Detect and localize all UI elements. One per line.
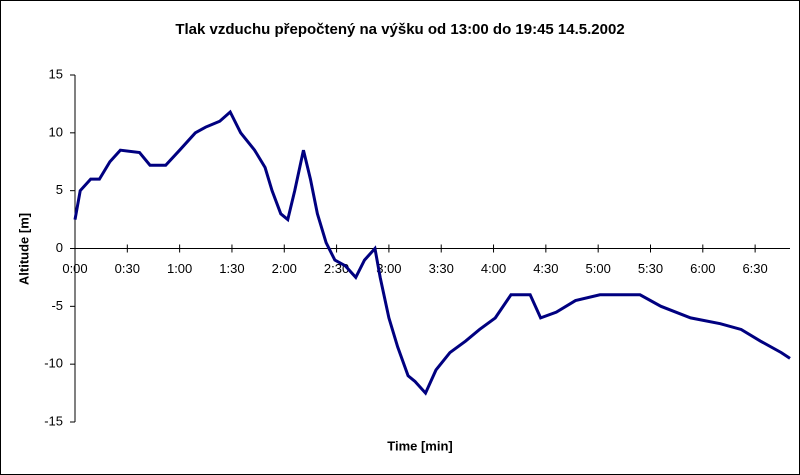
x-tick-label: 6:30 xyxy=(742,261,767,276)
y-tick-label: -5 xyxy=(51,298,63,313)
y-tick-label: 15 xyxy=(49,66,63,81)
x-tick-label: 6:00 xyxy=(690,261,715,276)
y-tick-label: -10 xyxy=(44,356,63,371)
x-tick-label: 0:00 xyxy=(62,261,87,276)
x-tick-label: 2:30 xyxy=(324,261,349,276)
y-tick-label: 5 xyxy=(56,182,63,197)
x-tick-label: 1:00 xyxy=(167,261,192,276)
y-tick-label: 0 xyxy=(56,240,63,255)
x-tick-label: 3:30 xyxy=(429,261,454,276)
x-axis-title: Time [min] xyxy=(387,438,453,453)
x-tick-label: 0:30 xyxy=(115,261,140,276)
x-tick-label: 4:30 xyxy=(533,261,558,276)
chart-title: Tlak vzduchu přepočtený na výšku od 13:0… xyxy=(175,21,624,38)
y-axis-title: Altitude [m] xyxy=(16,213,31,285)
y-tick-label: 10 xyxy=(49,124,63,139)
x-tick-label: 2:00 xyxy=(272,261,297,276)
x-tick-label: 5:00 xyxy=(586,261,611,276)
data-line xyxy=(73,109,791,396)
x-tick-label: 5:30 xyxy=(638,261,663,276)
y-tick-label: -15 xyxy=(44,413,63,428)
x-tick-label: 1:30 xyxy=(219,261,244,276)
x-tick-label: 3:00 xyxy=(376,261,401,276)
x-tick-label: 4:00 xyxy=(481,261,506,276)
